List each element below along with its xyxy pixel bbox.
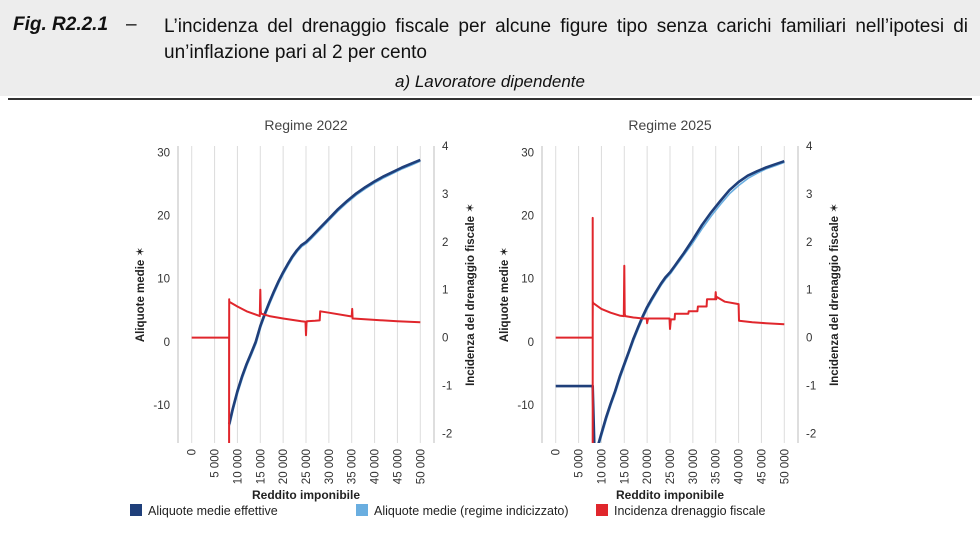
y-right-tick-label: 0	[806, 333, 812, 345]
legend-label-effective: Aliquote medie effettive	[148, 504, 278, 518]
x-tick-label: 40 000	[734, 449, 746, 484]
y-right-tick-label: 3	[442, 189, 448, 201]
indexed-line	[228, 160, 421, 426]
effective-line	[227, 158, 421, 425]
caption-divider	[8, 98, 972, 100]
x-tick-label: 0	[551, 449, 563, 455]
y-left-tick-label: 30	[521, 147, 534, 159]
x-tick-label: 25 000	[665, 449, 677, 484]
x-tick-label: 20 000	[278, 449, 290, 484]
x-tick-label: 50 000	[415, 449, 427, 484]
y-left-axis-label: Aliquote medie ✶	[499, 247, 511, 342]
y-left-tick-label: 0	[164, 337, 170, 349]
y-right-axis-label: Incidenza del drenaggio fiscale ✶	[829, 203, 841, 386]
y-right-tick-label: -1	[442, 381, 452, 393]
legend-item-effective: Aliquote medie effettive	[130, 504, 278, 518]
figure-title: L’incidenza del drenaggio fiscale per al…	[164, 16, 968, 63]
y-right-tick-label: -1	[806, 381, 816, 393]
x-tick-label: 40 000	[370, 449, 382, 484]
y-right-tick-label: 1	[806, 285, 812, 297]
x-tick-label: 15 000	[619, 449, 631, 484]
y-right-axis-label: Incidenza del drenaggio fiscale ✶	[465, 203, 477, 386]
x-tick-label: 5 000	[574, 449, 586, 478]
effective-line	[555, 159, 785, 443]
x-tick-label: 35 000	[711, 449, 723, 484]
figure-caption: Fig. R2.2.1 – L’incidenza del drenaggio …	[0, 0, 980, 96]
legend-swatch-effective	[130, 504, 142, 516]
chart-title: Regime 2022	[264, 117, 347, 133]
x-tick-label: 0	[187, 449, 199, 455]
x-axis-label: Reddito imponibile	[616, 488, 724, 502]
x-tick-label: 25 000	[301, 449, 313, 484]
x-tick-label: 45 000	[756, 449, 768, 484]
x-tick-label: 15 000	[255, 449, 267, 484]
x-tick-label: 5 000	[210, 449, 222, 478]
figure-label: Fig. R2.2.1	[13, 14, 109, 35]
y-left-tick-label: 0	[528, 337, 534, 349]
y-left-tick-label: 20	[521, 211, 534, 223]
y-left-tick-label: 20	[157, 211, 170, 223]
figure-subtitle: a) Lavoratore dipendente	[395, 72, 585, 91]
x-tick-label: 35 000	[347, 449, 359, 484]
y-left-tick-label: -10	[153, 400, 170, 412]
y-right-tick-label: 2	[442, 237, 448, 249]
legend-item-drag: Incidenza drenaggio fiscale	[596, 504, 766, 518]
legend-label-drag: Incidenza drenaggio fiscale	[614, 504, 766, 518]
legend-swatch-indexed	[356, 504, 368, 516]
y-right-tick-label: 0	[442, 333, 448, 345]
x-tick-label: 30 000	[688, 449, 700, 484]
x-tick-label: 10 000	[596, 449, 608, 484]
y-right-tick-label: 4	[442, 141, 449, 153]
y-left-axis-label: Aliquote medie ✶	[135, 247, 147, 342]
y-right-tick-label: 3	[806, 189, 812, 201]
figure-dash: –	[126, 14, 137, 35]
y-right-tick-label: 2	[806, 237, 812, 249]
y-right-tick-label: 1	[442, 285, 448, 297]
legend-item-indexed: Aliquote medie (regime indicizzato)	[356, 504, 569, 518]
y-right-tick-label: 4	[806, 141, 813, 153]
x-axis-label: Reddito imponibile	[252, 488, 360, 502]
y-right-tick-label: -2	[806, 428, 816, 440]
y-left-tick-label: 10	[157, 274, 170, 286]
y-left-tick-label: -10	[517, 400, 534, 412]
drag-line	[191, 288, 421, 443]
y-right-tick-label: -2	[442, 428, 452, 440]
drag-line	[555, 216, 785, 443]
legend-swatch-drag	[596, 504, 608, 516]
charts-area	[8, 101, 972, 541]
x-tick-label: 45 000	[392, 449, 404, 484]
x-tick-label: 50 000	[779, 449, 791, 484]
y-left-tick-label: 10	[521, 274, 534, 286]
x-tick-label: 10 000	[232, 449, 244, 484]
chart-title: Regime 2025	[628, 117, 711, 133]
legend-label-indexed: Aliquote medie (regime indicizzato)	[374, 504, 569, 518]
y-left-tick-label: 30	[157, 147, 170, 159]
x-tick-label: 20 000	[642, 449, 654, 484]
x-tick-label: 30 000	[324, 449, 336, 484]
